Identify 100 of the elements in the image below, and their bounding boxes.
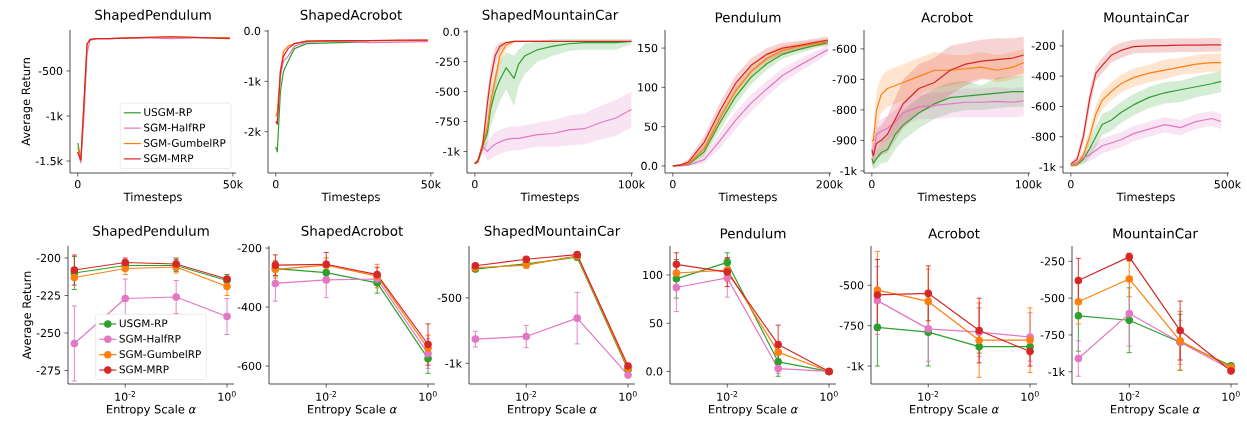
x-tick-label: 100k: [1016, 180, 1043, 189]
y-tick-label: 50: [649, 319, 663, 328]
chart-title: MountainCar: [1104, 12, 1189, 23]
chart-title: ShapedAcrobot: [301, 225, 403, 239]
y-tick-label: 0.0: [641, 161, 658, 171]
y-tick-label: -250: [1040, 257, 1065, 266]
y-tick-label: 150: [638, 43, 658, 53]
y-tick-label: -275: [36, 366, 61, 375]
y-tick-label: -1k: [244, 77, 261, 86]
x-tick-label: 10$^{0}$: [1021, 391, 1039, 401]
x-tick-label: 10$^{-2}$: [918, 391, 939, 401]
x-tick-label: 0: [869, 180, 875, 189]
y-axis-title: Average Return: [22, 271, 34, 360]
y-tick-label: 100: [638, 83, 658, 92]
x-tick-label: 10$^{-2}$: [115, 391, 136, 401]
y-tick-label: -200: [36, 253, 61, 263]
y-tick-label: 0.0: [244, 26, 261, 36]
x-axis-title: Entropy Scale α: [107, 404, 196, 416]
x-tick-label: 10$^{0}$: [820, 391, 838, 401]
x-tick-label: 200k: [816, 180, 844, 189]
y-tick-label: -500: [435, 87, 460, 96]
y-tick-label: -500: [839, 281, 864, 290]
chart-title: ShapedMountainCar: [482, 9, 619, 23]
y-tick-label: -1k: [445, 359, 462, 368]
y-tick-label: -750: [1040, 330, 1065, 340]
y-tick-label: -1k: [443, 147, 460, 156]
y-tick-label: -500: [437, 293, 462, 302]
y-tick-label: -1k: [847, 361, 864, 371]
x-tick-label: 10$^{0}$: [619, 391, 637, 401]
legend-label: SGM-GumbelRP: [144, 138, 226, 147]
y-tick-label: -250: [36, 328, 61, 338]
chart-title: ShapedAcrobot: [300, 9, 402, 23]
x-axis-title: Timesteps: [123, 192, 182, 204]
y-tick-label: -1k: [840, 166, 857, 176]
legend-label: USGM-RP: [119, 319, 168, 328]
x-tick-label: 0: [670, 180, 676, 189]
x-tick-label: 10$^{-2}$: [516, 391, 537, 401]
chart-title: Acrobot: [921, 12, 973, 23]
legend-label: SGM-MRP: [144, 154, 194, 163]
y-tick-label: -200: [1031, 41, 1056, 51]
x-axis-title: Entropy Scale α: [709, 404, 798, 416]
chart-title: MountainCar: [1113, 228, 1198, 239]
x-axis-title: Entropy Scale α: [1111, 404, 1200, 416]
legend-label: SGM-HalfRP: [119, 334, 181, 343]
legend-label: USGM-RP: [144, 108, 192, 117]
y-tick-label: -400: [237, 302, 262, 312]
x-axis-title: Timesteps: [1116, 192, 1175, 204]
x-tick-label: 10$^{0}$: [1222, 391, 1240, 401]
x-tick-label: 50k: [223, 180, 244, 189]
y-tick-label: -750: [435, 117, 460, 126]
y-tick-label: -600: [1031, 102, 1056, 111]
x-tick-label: 10$^{0}$: [419, 391, 437, 401]
y-tick-label: -250: [435, 57, 460, 66]
x-tick-label: 0: [472, 180, 478, 189]
x-axis-title: Entropy Scale α: [508, 404, 597, 416]
x-tick-label: 50k: [421, 180, 442, 189]
y-tick-label: 0.0: [646, 367, 663, 376]
y-tick-label: -500: [1040, 294, 1065, 303]
x-tick-label: 10$^{-2}$: [1119, 391, 1140, 401]
y-tick-label: 0.0: [443, 27, 460, 36]
y-tick-label: -200: [237, 243, 262, 253]
x-tick-label: 10$^{-2}$: [717, 391, 738, 401]
y-tick-label: -750: [839, 321, 864, 330]
x-tick-label: 0: [272, 180, 279, 189]
y-tick-label: -600: [237, 361, 262, 371]
x-tick-label: 0: [74, 180, 81, 189]
x-axis-title: Entropy Scale α: [910, 404, 999, 416]
chart-title: ShapedPendulum: [95, 9, 211, 23]
y-tick-label: 50: [644, 122, 658, 131]
y-tick-label: -225: [36, 291, 61, 300]
y-tick-label: -1k: [1039, 162, 1056, 172]
x-tick-label: 500k: [1214, 180, 1242, 189]
x-tick-label: 10$^{0}$: [218, 391, 236, 401]
x-axis-title: Timesteps: [520, 192, 579, 204]
y-tick-label: -800: [1031, 132, 1056, 141]
y-axis-title: Average Return: [21, 58, 33, 146]
x-tick-label: 10$^{-2}$: [316, 391, 337, 401]
y-tick-label: -1k: [1048, 367, 1065, 376]
x-tick-label: 100k: [619, 180, 646, 189]
legend-label: SGM-GumbelRP: [119, 349, 201, 359]
x-tick-label: 0: [1068, 180, 1074, 189]
y-tick-label: -1.5k: [35, 156, 63, 166]
y-tick-label: -600: [832, 44, 857, 54]
y-tick-label: -1k: [46, 111, 63, 121]
x-axis-title: Entropy Scale α: [308, 404, 397, 416]
y-tick-label: -400: [1031, 72, 1056, 81]
x-axis-title: Timesteps: [718, 192, 777, 204]
y-tick-label: -700: [832, 75, 857, 84]
y-tick-label: 100: [643, 270, 663, 280]
y-tick-label: -800: [832, 105, 857, 115]
y-tick-label: -500: [38, 66, 63, 76]
chart-title: ShapedMountainCar: [484, 225, 621, 239]
chart-title: Pendulum: [720, 228, 786, 239]
y-tick-label: -2k: [244, 127, 261, 136]
y-tick-label: -900: [832, 136, 857, 145]
x-axis-title: Timesteps: [917, 192, 976, 204]
x-axis-title: Timesteps: [321, 192, 380, 204]
legend-label: SGM-HalfRP: [144, 123, 206, 132]
chart-title: ShapedPendulum: [93, 225, 209, 239]
legend-label: SGM-MRP: [119, 365, 169, 374]
